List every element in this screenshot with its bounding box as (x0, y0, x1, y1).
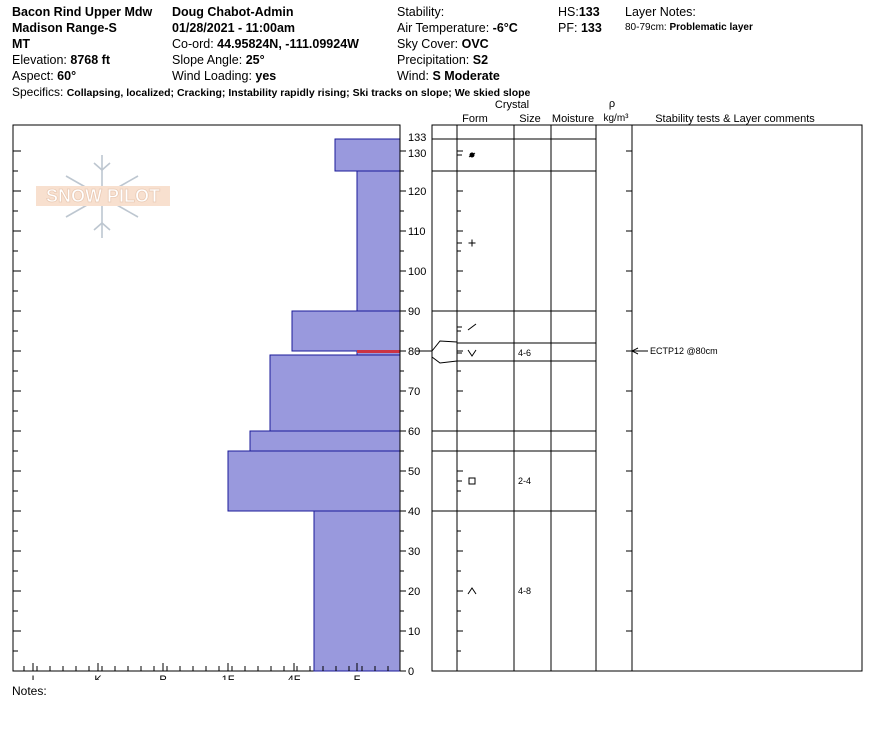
layer-notes-label: Layer Notes: (625, 5, 696, 19)
depth-hoar-icon (457, 587, 477, 595)
depth-tick-label: 50 (408, 466, 420, 478)
location-name: Bacon Rind Upper Mdw (12, 5, 153, 19)
logo-text: SNOW PILOT (46, 186, 160, 206)
layer-note-text: Problematic layer (669, 22, 753, 33)
depth-tick-label: 30 (408, 546, 420, 558)
header-col-1: Bacon Rind Upper Mdw Madison Range-S MT … (12, 4, 152, 84)
depth-tick-label: 90 (408, 306, 420, 318)
depth-tick-label: 120 (408, 186, 426, 198)
date-time: 01/28/2021 - 11:00am (172, 21, 296, 35)
depth-tick-label: 40 (408, 506, 420, 518)
weak-layer-marker (357, 350, 400, 353)
wind-value: S Moderate (432, 69, 500, 83)
snowpilot-logo: SNOW PILOT (36, 155, 170, 238)
density-ticks (626, 150, 632, 672)
wind-loading-value: yes (255, 69, 277, 83)
sky-label: Sky Cover: (397, 37, 459, 51)
air-temp-label: Air Temperature: (397, 21, 490, 35)
slope-label: Slope Angle: (172, 53, 243, 67)
hardness-bars (227, 138, 401, 672)
hardness-bar (249, 430, 401, 452)
wind-loading-label: Wind Loading: (172, 69, 252, 83)
depth-tick-label: 100 (408, 266, 426, 278)
air-temp-value: -6°C (492, 21, 518, 35)
depth-tick-label: 80 (408, 346, 420, 358)
crystal-size-label: 4-6 (518, 348, 531, 358)
depth-tick-label: 10 (408, 626, 420, 638)
pf-value: 133 (580, 21, 602, 35)
hs-label: HS: (558, 5, 579, 19)
crystal-marks: 4-6 2-4 4-8 (457, 152, 531, 596)
hardness-tick-label: P (159, 674, 166, 680)
bottom-ticks: I K P 1F 4F F (23, 663, 389, 680)
hardness-bar (227, 450, 401, 512)
depth-tick-label: 130 (408, 148, 426, 160)
hardness-tick-label: 1F (222, 674, 235, 680)
form-header: Form (462, 113, 488, 125)
moisture-header: Moisture (552, 113, 594, 125)
depth-tick-label: 133 (408, 132, 426, 144)
stability-label: Stability: (397, 5, 445, 19)
hardness-tick-label: 4F (288, 674, 301, 680)
aspect-value: 60° (57, 69, 77, 83)
precip-label: Precipitation: (397, 53, 470, 67)
left-ticks (13, 150, 21, 672)
coord-value: 44.95824N, -111.09924W (217, 37, 359, 51)
depth-tick-label: 60 (408, 426, 420, 438)
hardness-bar (356, 170, 401, 312)
crystal-header: Crystal (495, 99, 529, 111)
hardness-bar (269, 354, 401, 432)
aspect-label: Aspect: (12, 69, 54, 83)
depth-tick-label: 20 (408, 586, 420, 598)
hardness-tick-label: F (354, 674, 361, 680)
header-col-2: Doug Chabot-Admin 01/28/2021 - 11:00am C… (172, 4, 359, 84)
hardness-tick-label: K (94, 674, 102, 680)
hardness-tick-label: I (31, 674, 34, 680)
precipitation-particle-icon (457, 152, 476, 158)
specifics-value: Collapsing, localized; Cracking; Instabi… (66, 87, 531, 99)
stability-header: Stability tests & Layer comments (655, 113, 815, 125)
specifics: Specifics: Collapsing, localized; Cracki… (12, 84, 530, 101)
depth-tick-label: 110 (408, 226, 426, 238)
range-name: Madison Range-S (12, 21, 117, 35)
observer-name: Doug Chabot-Admin (172, 5, 294, 19)
slope-value: 25° (245, 53, 265, 67)
density-unit-header: kg/m³ (604, 113, 630, 124)
stability-test-label: ECTP12 @80cm (650, 346, 718, 356)
depth-tick-label: 70 (408, 386, 420, 398)
hardness-bar (334, 138, 401, 172)
faceted-icon (457, 477, 476, 485)
depth-tick-label: 0 (408, 666, 414, 678)
coord-label: Co-ord: (172, 37, 214, 51)
layer-notes: Layer Notes: 80-79cm: Problematic layer (625, 4, 753, 36)
specifics-label: Specifics: (12, 85, 64, 99)
snow-profile-diagram: Crystal Form Size Moisture ρ kg/m³ Stabi… (12, 98, 863, 680)
precip-value: S2 (472, 53, 489, 67)
layer-boundaries (432, 138, 596, 672)
elevation-value: 8768 ft (70, 53, 110, 67)
comments-frame (631, 124, 863, 672)
stability-tests: ECTP12 @80cm (630, 346, 718, 356)
hardness-bar (313, 510, 401, 672)
rho-header: ρ (609, 98, 615, 110)
depth-hoar-icon (457, 349, 477, 357)
header-col-4: HS:133 PF: 133 (558, 4, 602, 36)
depth-axis: 0 10 20 30 40 50 60 70 80 90 100 110 120 130 133 (399, 125, 458, 678)
header-col-3: Stability: Air Temperature: -6°C Sky Cov… (397, 4, 518, 84)
wind-label: Wind: (397, 69, 429, 83)
layer-note-range: 80-79cm: (625, 22, 667, 33)
state-name: MT (12, 37, 31, 51)
elevation-label: Elevation: (12, 53, 67, 67)
rounded-icon (457, 323, 477, 331)
decomposing-icon (457, 239, 476, 247)
crystal-table-frame (431, 124, 633, 672)
notes-label: Notes: (12, 684, 47, 698)
crystal-size-label: 4-8 (518, 586, 531, 596)
size-header: Size (519, 113, 540, 125)
pf-label: PF: (558, 21, 578, 35)
hs-value: 133 (578, 5, 600, 19)
sky-value: OVC (461, 37, 489, 51)
hardness-bar (291, 310, 401, 352)
crystal-size-label: 2-4 (518, 476, 531, 486)
